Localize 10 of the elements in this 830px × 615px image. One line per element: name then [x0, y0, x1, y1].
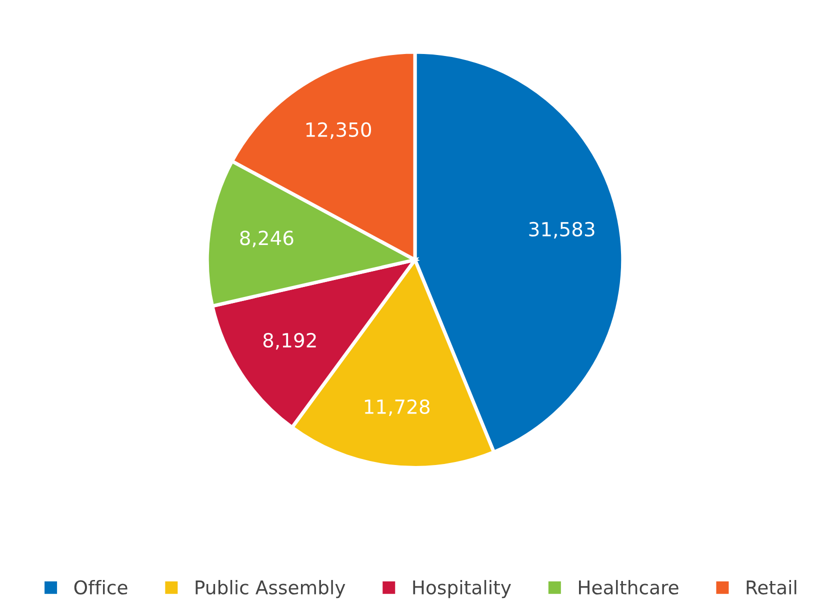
legend-label: Office: [74, 580, 128, 594]
data-label: 12,350: [306, 122, 372, 139]
legend-label: Hospitality: [413, 580, 511, 598]
data-label: 8,246: [240, 230, 294, 248]
data-label: 31,583: [529, 222, 594, 239]
data-label: 8,192: [263, 332, 316, 350]
legend-label: Public Assembly: [196, 580, 346, 598]
legend-label: Retail: [746, 580, 796, 594]
legend-label: Healthcare: [579, 580, 678, 594]
data-label: 11,728: [364, 399, 430, 416]
